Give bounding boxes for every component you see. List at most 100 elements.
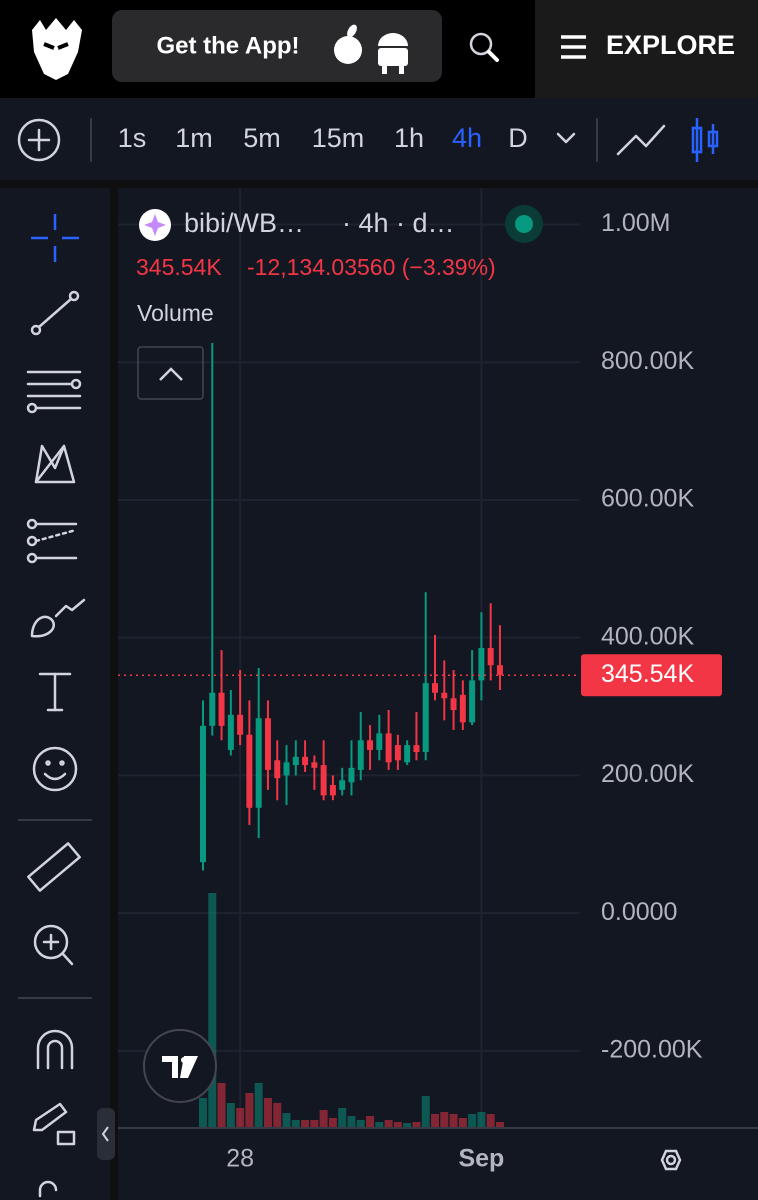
ruler-tool[interactable] bbox=[27, 842, 81, 892]
candle-body bbox=[496, 665, 503, 675]
y-tick-label: 600.00K bbox=[601, 485, 694, 513]
volume-bar bbox=[477, 1112, 486, 1128]
candle-body bbox=[218, 692, 225, 726]
volume-bar bbox=[412, 1122, 421, 1128]
candle-body bbox=[413, 745, 420, 752]
candle-body bbox=[320, 765, 327, 796]
candle-body bbox=[404, 745, 411, 763]
candle-body bbox=[255, 718, 262, 808]
interval[interactable]: 5m bbox=[243, 123, 281, 153]
y-tick-label: 200.00K bbox=[601, 760, 694, 788]
crosshair-tool[interactable] bbox=[31, 214, 79, 262]
change: -12,134.03560 (−3.39%) bbox=[247, 254, 496, 280]
candle-body bbox=[478, 648, 485, 681]
candle-body bbox=[237, 714, 244, 735]
explore-area[interactable] bbox=[535, 0, 758, 98]
candle-body bbox=[302, 756, 309, 766]
logo[interactable] bbox=[32, 18, 82, 80]
candle-body bbox=[469, 680, 476, 723]
text-tool[interactable] bbox=[38, 672, 72, 712]
last-price: 345.54K bbox=[136, 254, 222, 280]
get-app-text: Get the App! bbox=[156, 32, 299, 59]
android-icon bbox=[378, 33, 408, 74]
x-tick-label: Sep bbox=[458, 1145, 504, 1173]
volume-bar bbox=[356, 1120, 365, 1128]
zoom-tool[interactable] bbox=[33, 924, 74, 966]
toolbar bbox=[0, 98, 758, 180]
volume-bar bbox=[347, 1116, 356, 1128]
unlock-tool[interactable] bbox=[38, 1180, 58, 1198]
candle-body bbox=[357, 740, 364, 770]
pattern-tool[interactable] bbox=[34, 444, 76, 484]
candle-body bbox=[348, 767, 355, 783]
volume-bar bbox=[486, 1114, 495, 1128]
volume-bar bbox=[338, 1108, 347, 1128]
volume-bar bbox=[254, 1083, 263, 1128]
volume-bar bbox=[282, 1113, 291, 1128]
symbol: bibi/WB… bbox=[184, 208, 304, 238]
volume-bar bbox=[236, 1108, 245, 1128]
candle-body bbox=[376, 733, 383, 750]
lock-drawing-tool[interactable] bbox=[32, 1102, 76, 1146]
interval[interactable]: 4h bbox=[452, 123, 482, 153]
candle-body bbox=[283, 762, 290, 776]
volume-bar bbox=[393, 1122, 402, 1128]
projection-tool[interactable] bbox=[26, 518, 78, 564]
legend: bibi/WB… · 4h · d… 345.54K -12,134.03560… bbox=[136, 205, 543, 400]
search-icon[interactable] bbox=[469, 32, 499, 62]
trendline-tool[interactable] bbox=[30, 290, 80, 336]
y-tick-label: 400.00K bbox=[601, 622, 694, 650]
volume-bar bbox=[310, 1120, 319, 1128]
y-tick-label: 1.00M bbox=[601, 209, 670, 237]
price-label-box bbox=[581, 654, 722, 697]
volume-bar bbox=[431, 1114, 439, 1128]
interval-info: · 4h · d… bbox=[342, 208, 455, 238]
volume-bar bbox=[384, 1120, 393, 1128]
candle-body bbox=[209, 692, 216, 726]
candle-body bbox=[246, 734, 253, 808]
volume-bar bbox=[375, 1122, 384, 1128]
volume-bar bbox=[440, 1112, 449, 1128]
menu-icon bbox=[561, 35, 586, 59]
y-tick-label: 800.00K bbox=[601, 347, 694, 375]
volume-bar bbox=[199, 1098, 207, 1128]
magnet-tool[interactable] bbox=[36, 1029, 74, 1070]
intervals: 1s 1m 5m 15m 1h 4h D bbox=[118, 123, 528, 153]
candle-body bbox=[394, 745, 401, 761]
price-label: 345.54K bbox=[601, 660, 694, 688]
collapse-tab[interactable] bbox=[97, 1108, 115, 1160]
x-tick-label: 28 bbox=[226, 1145, 254, 1173]
add-button[interactable] bbox=[17, 118, 61, 162]
interval[interactable]: 1m bbox=[175, 123, 213, 153]
interval[interactable]: D bbox=[508, 123, 528, 153]
candle-body bbox=[292, 756, 299, 766]
line-chart-icon[interactable] bbox=[616, 124, 666, 156]
legend-toggle-arrow bbox=[159, 367, 183, 381]
volume-bar bbox=[319, 1110, 328, 1128]
interval[interactable]: 1s bbox=[118, 123, 147, 153]
candle-body bbox=[450, 698, 457, 710]
volume-bar bbox=[273, 1103, 282, 1128]
get-app-button[interactable] bbox=[112, 10, 442, 82]
emoji-tool[interactable] bbox=[32, 746, 78, 792]
candle-body bbox=[329, 785, 336, 796]
brush-tool[interactable] bbox=[30, 598, 86, 638]
candle-body bbox=[200, 725, 206, 863]
candle-chart-icon[interactable] bbox=[691, 118, 719, 162]
tv-logo[interactable] bbox=[143, 1029, 217, 1103]
volume-bar bbox=[263, 1098, 272, 1128]
volume-bar bbox=[328, 1118, 337, 1128]
legend-toggle[interactable] bbox=[137, 346, 204, 400]
chevron[interactable] bbox=[556, 132, 576, 144]
explore-text: EXPLORE bbox=[606, 30, 735, 60]
candle-body bbox=[487, 648, 494, 666]
volume-bar bbox=[245, 1093, 254, 1128]
settings-icon[interactable] bbox=[660, 1149, 682, 1171]
candle-body bbox=[367, 740, 374, 750]
interval[interactable]: 15m bbox=[312, 123, 365, 153]
volume-bar bbox=[366, 1116, 375, 1128]
fib-tool[interactable] bbox=[26, 370, 82, 414]
candle-body bbox=[422, 683, 429, 752]
interval[interactable]: 1h bbox=[394, 123, 424, 153]
